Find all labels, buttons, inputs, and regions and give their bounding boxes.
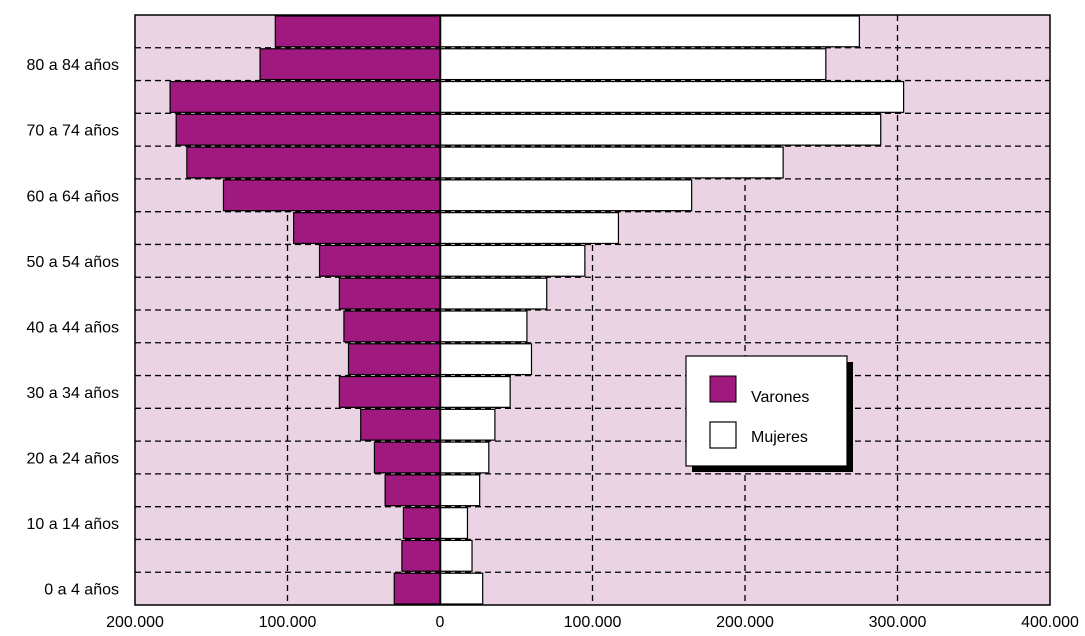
vertical-gridlines: [286, 15, 899, 605]
bar-varones: [401, 539, 441, 572]
y-tick-label: 10 a 14 años: [26, 516, 119, 533]
bar-mujeres: [439, 507, 469, 540]
bar-varones: [274, 15, 441, 48]
bar-varones: [347, 343, 441, 376]
bar-varones: [384, 474, 441, 507]
y-tick-label: 50 a 54 años: [26, 254, 119, 271]
legend: Varones Mujeres: [685, 355, 853, 472]
bar-varones: [169, 80, 441, 113]
y-tick-label: 30 a 34 años: [26, 385, 119, 402]
y-tick-label: 40 a 44 años: [26, 319, 119, 336]
bar-varones: [360, 408, 441, 441]
bar-mujeres: [439, 343, 533, 376]
bar-varones: [293, 212, 441, 245]
bar-mujeres: [439, 80, 905, 113]
bar-varones: [259, 48, 441, 81]
legend-swatch-varones: [709, 375, 737, 403]
bar-varones: [186, 146, 441, 179]
legend-label-mujeres: Mujeres: [751, 429, 808, 446]
x-tick-label: 400.000: [1021, 614, 1079, 631]
x-tick-label: 200.000: [716, 614, 774, 631]
x-tick-label: 100.000: [259, 614, 317, 631]
bar-mujeres: [439, 310, 528, 343]
y-axis-tick-labels: 0 a 4 años 10 a 14 años 20 a 24 años 30 a 3…: [26, 57, 119, 598]
y-tick-label: 70 a 74 años: [26, 123, 119, 140]
bar-varones: [222, 179, 441, 212]
legend-label-varones: Varones: [751, 389, 809, 406]
bar-mujeres: [439, 244, 586, 277]
mujeres-bars: [439, 15, 905, 605]
bar-varones: [338, 375, 441, 408]
x-tick-label: 0: [436, 614, 445, 631]
y-tick-label: 80 a 84 años: [26, 57, 119, 74]
legend-box: [685, 355, 848, 467]
y-tick-label: 60 a 64 años: [26, 188, 119, 205]
bar-mujeres: [439, 277, 548, 310]
bar-varones: [343, 310, 441, 343]
bar-varones: [393, 572, 441, 605]
bar-mujeres: [439, 375, 511, 408]
bar-mujeres: [439, 441, 490, 474]
bar-mujeres: [439, 539, 473, 572]
x-tick-label: 100.000: [564, 614, 622, 631]
y-tick-label: 0 a 4 años: [44, 582, 119, 599]
bar-mujeres: [439, 408, 496, 441]
bar-mujeres: [439, 48, 827, 81]
bar-varones: [402, 507, 441, 540]
bar-mujeres: [439, 113, 882, 146]
varones-bars: [169, 15, 441, 605]
plot-frame: [134, 14, 1051, 606]
legend-swatch-mujeres: [709, 421, 737, 449]
bar-mujeres: [439, 572, 484, 605]
y-tick-label: 20 a 24 años: [26, 451, 119, 468]
bar-mujeres: [439, 474, 481, 507]
bar-varones: [373, 441, 441, 474]
bar-mujeres: [439, 15, 860, 48]
bar-mujeres: [439, 212, 620, 245]
x-tick-label: 300.000: [869, 614, 927, 631]
bar-mujeres: [439, 146, 784, 179]
bar-varones: [338, 277, 441, 310]
bar-mujeres: [439, 179, 693, 212]
x-axis-tick-labels: 200.000 100.000 0 100.000 200.000 300.000 400.…: [106, 614, 1079, 631]
bar-varones: [175, 113, 441, 146]
bar-varones: [318, 244, 441, 277]
x-tick-label: 200.000: [106, 614, 164, 631]
